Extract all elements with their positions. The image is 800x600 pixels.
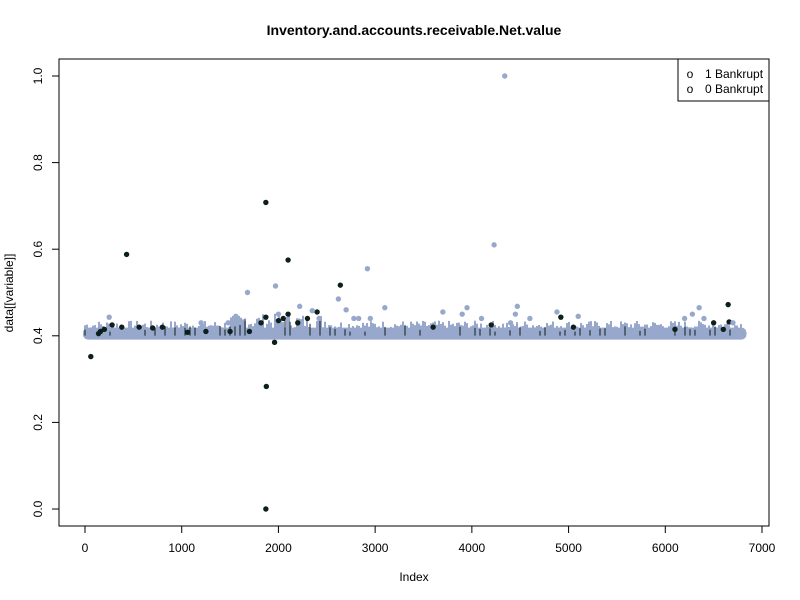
legend: o 1 Bankrupt o 0 Bankrupt: [677, 58, 770, 102]
point-bankrupt-1: [558, 314, 564, 320]
chart-title: Inventory.and.accounts.receivable.Net.va…: [267, 22, 562, 38]
x-tick-label: 1000: [168, 541, 195, 555]
point-bankrupt-0: [356, 315, 362, 322]
point-bankrupt-1: [285, 257, 291, 263]
point-bankrupt-0: [297, 303, 303, 310]
point-bankrupt-1: [119, 324, 125, 330]
point-bankrupt-0: [730, 320, 736, 326]
point-bankrupt-0: [198, 320, 204, 326]
point-bankrupt-0: [478, 315, 485, 322]
point-bankrupt-1: [314, 309, 320, 315]
point-bankrupt-0: [689, 311, 696, 317]
point-bankrupt-1: [123, 251, 130, 258]
x-tick-label: 5000: [555, 541, 582, 555]
point-bankrupt-1: [227, 328, 233, 335]
point-bankrupt-0: [681, 315, 688, 322]
point-bankrupt-0: [696, 304, 702, 311]
point-bankrupt-1: [184, 329, 191, 336]
point-bankrupt-1: [271, 339, 278, 345]
point-bankrupt-0: [275, 311, 282, 317]
legend-label-2: 0 Bankrupt: [705, 82, 764, 96]
y-tick-label: 0.6: [31, 241, 45, 258]
point-bankrupt-1: [101, 326, 108, 333]
y-axis: 0.0 0.2 0.4 0.6 0.8 1.0: [31, 67, 60, 517]
point-bankrupt-0: [233, 313, 239, 320]
point-bankrupt-1: [159, 324, 166, 330]
point-bankrupt-1: [263, 383, 270, 390]
point-bankrupt-1: [136, 324, 142, 330]
x-tick-label: 3000: [362, 541, 389, 555]
y-tick-label: 0.8: [31, 154, 45, 171]
point-bankrupt-0: [459, 311, 465, 317]
legend-box: [677, 58, 770, 102]
point-bankrupt-1: [488, 322, 494, 328]
point-bankrupt-1: [246, 328, 253, 335]
point-bankrupt-1: [710, 320, 717, 326]
point-bankrupt-0: [512, 311, 519, 317]
point-bankrupt-0: [316, 315, 322, 322]
point-bankrupt-0: [507, 320, 514, 326]
point-bankrupt-0: [701, 315, 707, 322]
y-tick-label: 0.4: [31, 327, 45, 344]
point-bankrupt-1: [258, 320, 264, 326]
x-tick-label: 7000: [749, 541, 776, 555]
x-axis: 0 1000 2000 3000 4000 5000 6000 7000: [82, 525, 776, 555]
point-bankrupt-0: [335, 296, 342, 302]
x-tick-label: 2000: [265, 541, 292, 555]
point-bankrupt-0: [440, 309, 446, 315]
legend-symbol-2: o: [687, 82, 694, 96]
point-bankrupt-1: [570, 324, 577, 330]
point-bankrupt-0: [514, 303, 521, 310]
point-bankrupt-0: [382, 304, 388, 311]
point-bankrupt-0: [527, 315, 533, 322]
point-bankrupt-0: [244, 289, 251, 296]
point-bankrupt-1: [263, 314, 269, 320]
y-tick-label: 0.2: [31, 414, 45, 431]
point-bankrupt-1: [672, 326, 678, 333]
point-bankrupt-0: [272, 283, 279, 289]
point-bankrupt-1: [109, 322, 115, 328]
point-bankrupt-0: [575, 313, 581, 320]
point-bankrupt-1: [285, 311, 291, 317]
point-bankrupt-0: [106, 314, 112, 320]
point-bankrupt-1: [725, 301, 731, 308]
point-bankrupt-1: [720, 326, 727, 333]
point-bankrupt-1: [430, 324, 436, 330]
points-layer: [88, 73, 736, 512]
point-bankrupt-1: [337, 282, 344, 288]
y-tick-label: 1.0: [31, 67, 45, 84]
point-bankrupt-1: [280, 315, 286, 322]
point-bankrupt-1: [150, 325, 156, 331]
legend-symbol-1: o: [687, 67, 694, 81]
x-tick-label: 0: [82, 541, 89, 555]
y-tick-label: 0.0: [31, 500, 45, 517]
point-bankrupt-1: [275, 317, 282, 324]
point-bankrupt-0: [464, 304, 470, 311]
point-bankrupt-0: [225, 320, 231, 326]
point-bankrupt-0: [367, 315, 374, 322]
point-bankrupt-0: [309, 307, 315, 314]
point-bankrupt-0: [343, 307, 349, 313]
legend-label-1: 1 Bankrupt: [705, 67, 764, 81]
point-bankrupt-0: [491, 242, 497, 248]
x-tick-label: 6000: [652, 541, 679, 555]
point-bankrupt-0: [502, 73, 508, 79]
y-axis-label: data[[variable]]: [2, 254, 16, 333]
point-bankrupt-1: [304, 315, 311, 322]
point-bankrupt-1: [203, 328, 209, 335]
x-tick-label: 4000: [459, 541, 486, 555]
point-bankrupt-0: [554, 309, 560, 315]
x-axis-label: Index: [399, 570, 428, 584]
point-bankrupt-1: [263, 199, 269, 206]
point-bankrupt-0: [364, 265, 371, 272]
point-bankrupt-1: [295, 320, 301, 326]
point-bankrupt-1: [88, 353, 94, 360]
point-bankrupt-0: [351, 315, 357, 322]
point-bankrupt-1: [263, 506, 269, 512]
